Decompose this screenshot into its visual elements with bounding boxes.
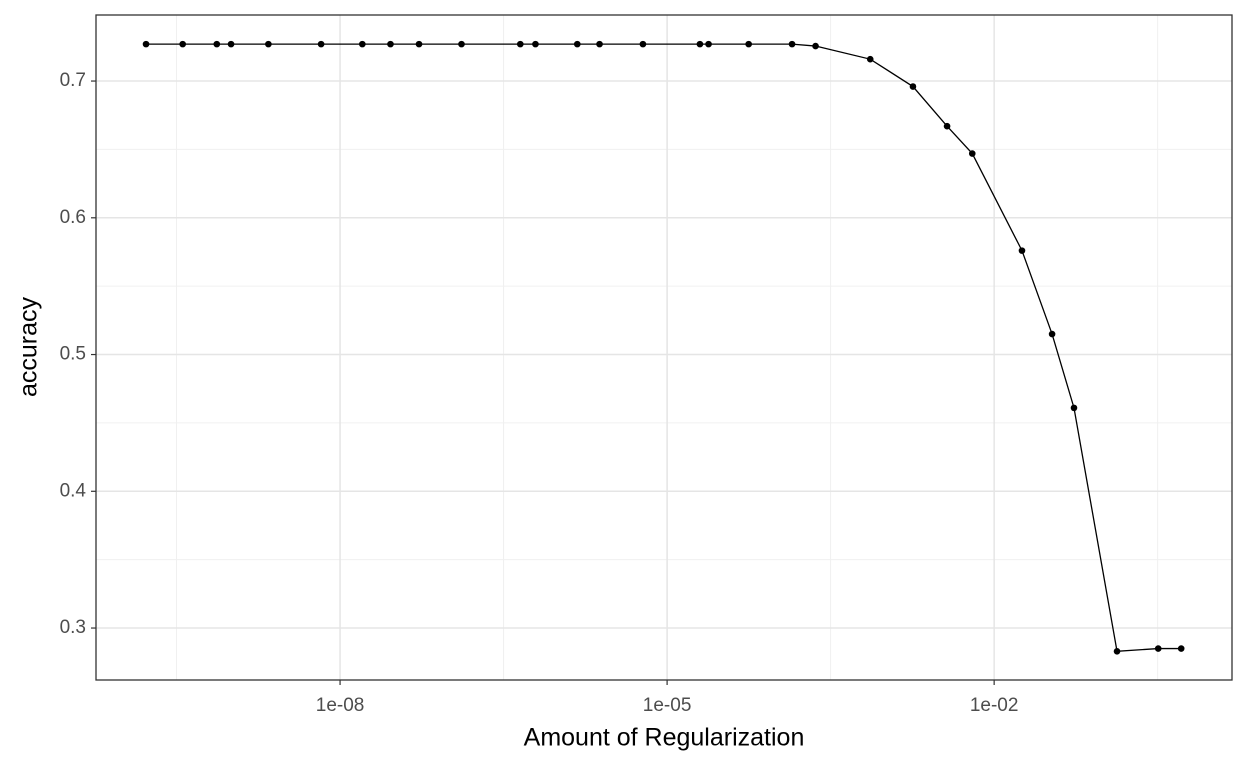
point — [179, 40, 186, 48]
point — [265, 40, 272, 48]
point — [909, 83, 917, 90]
point — [415, 40, 423, 48]
point — [1177, 645, 1185, 652]
point — [745, 40, 752, 48]
point — [317, 40, 325, 48]
y-tick-label: 0.4 — [60, 480, 87, 501]
point — [458, 40, 465, 48]
point — [968, 150, 976, 157]
y-tick-label: 0.3 — [60, 617, 86, 638]
y-tick-label: 0.6 — [60, 207, 86, 228]
x-tick-label: 1e-05 — [643, 695, 692, 716]
line — [146, 43, 1182, 652]
x-tick-label: 1e-08 — [316, 695, 365, 716]
y-tick-label: 0.5 — [60, 344, 86, 365]
point — [788, 40, 796, 48]
y-tick-label: 0.7 — [60, 70, 86, 91]
x-tick-label: 1e-02 — [970, 695, 1019, 716]
panel-border — [95, 14, 1233, 681]
point — [142, 40, 150, 48]
point — [1048, 330, 1056, 338]
point — [943, 122, 951, 130]
point — [359, 40, 366, 48]
point — [1070, 404, 1078, 412]
point — [1018, 247, 1026, 254]
point — [573, 40, 581, 48]
plot — [142, 40, 1185, 655]
point — [532, 40, 539, 48]
point — [866, 55, 874, 63]
point — [639, 40, 647, 48]
point — [516, 40, 524, 48]
point — [696, 40, 704, 48]
point — [812, 42, 819, 50]
point — [213, 40, 221, 48]
y-axis-title: accuracy — [15, 296, 43, 397]
x-axis-title: Amount of Regularization — [524, 724, 805, 752]
point — [227, 40, 235, 48]
point — [1154, 645, 1162, 652]
grid — [96, 15, 1232, 680]
point — [1113, 647, 1121, 655]
point — [387, 40, 394, 48]
point — [596, 40, 603, 48]
point — [705, 40, 712, 48]
